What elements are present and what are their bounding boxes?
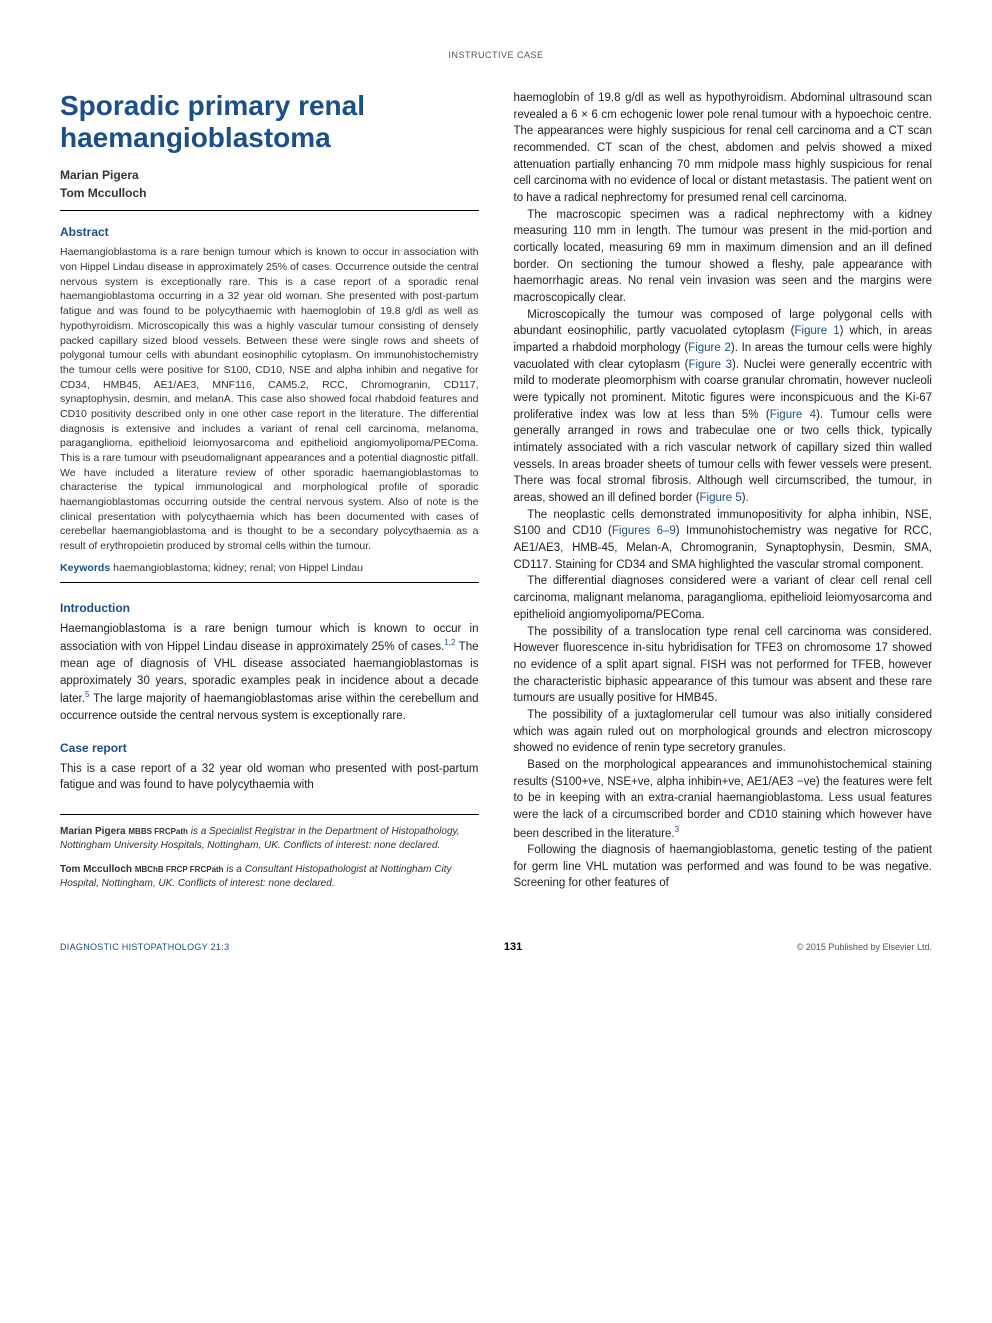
- case-body: This is a case report of a 32 year old w…: [60, 761, 479, 794]
- keywords-values: haemangioblastoma; kidney; renal; von Hi…: [113, 562, 363, 574]
- body-paragraph: The possibility of a juxtaglomerular cel…: [514, 707, 933, 757]
- page-header-label: INSTRUCTIVE CASE: [60, 50, 932, 60]
- citation-link[interactable]: 3: [675, 825, 679, 834]
- body-paragraph: Microscopically the tumour was composed …: [514, 307, 933, 507]
- figure-link[interactable]: Figure 3: [688, 359, 732, 371]
- keywords-line: Keywords haemangioblastoma; kidney; rena…: [60, 562, 479, 574]
- case-report-section: Case report This is a case report of a 3…: [60, 741, 479, 794]
- right-column: haemoglobin of 19.8 g/dl as well as hypo…: [514, 90, 933, 901]
- journal-name: DIAGNOSTIC HISTOPATHOLOGY 21:3: [60, 942, 229, 952]
- page-number: 131: [504, 941, 522, 953]
- intro-body: Haemangioblastoma is a rare benign tumou…: [60, 621, 479, 725]
- body-paragraph: Following the diagnosis of haemangioblas…: [514, 842, 933, 892]
- citation-link[interactable]: 1,2: [444, 638, 455, 647]
- affil-credentials: MBChB FRCP FRCPath: [135, 865, 224, 874]
- body-paragraph: The differential diagnoses considered we…: [514, 573, 933, 623]
- figure-link[interactable]: Figure 5: [700, 492, 742, 504]
- affiliations-block: Marian Pigera MBBS FRCPath is a Speciali…: [60, 814, 479, 891]
- body-paragraph: The possibility of a translocation type …: [514, 624, 933, 707]
- author-name: Tom Mcculloch: [60, 184, 479, 202]
- figure-link[interactable]: Figure 2: [688, 342, 731, 354]
- divider: [60, 210, 479, 211]
- affiliation-entry: Tom Mcculloch MBChB FRCP FRCPath is a Co…: [60, 863, 479, 891]
- intro-text: The large majority of haemangioblastomas…: [60, 693, 479, 722]
- body-text: ). Tumour cells were generally arranged …: [514, 409, 933, 504]
- body-text: ).: [742, 492, 749, 504]
- figure-link[interactable]: Figure 4: [770, 409, 816, 421]
- copyright-text: © 2015 Published by Elsevier Ltd.: [797, 942, 932, 952]
- intro-text: Haemangioblastoma is a rare benign tumou…: [60, 623, 479, 654]
- affiliation-entry: Marian Pigera MBBS FRCPath is a Speciali…: [60, 825, 479, 853]
- case-heading: Case report: [60, 741, 479, 755]
- article-title: Sporadic primary renal haemangioblastoma: [60, 90, 479, 154]
- abstract-heading: Abstract: [60, 225, 479, 239]
- page-footer: DIAGNOSTIC HISTOPATHOLOGY 21:3 131 © 201…: [60, 941, 932, 953]
- affil-name: Marian Pigera: [60, 826, 126, 837]
- body-text: Based on the morphological appearances a…: [514, 759, 933, 840]
- author-name: Marian Pigera: [60, 166, 479, 184]
- figure-link[interactable]: Figure 1: [795, 325, 840, 337]
- case-paragraph: This is a case report of a 32 year old w…: [60, 761, 479, 794]
- divider: [60, 582, 479, 583]
- left-column: Sporadic primary renal haemangioblastoma…: [60, 90, 479, 901]
- introduction-section: Introduction Haemangioblastoma is a rare…: [60, 601, 479, 725]
- body-paragraph: Based on the morphological appearances a…: [514, 757, 933, 842]
- body-paragraph: The macroscopic specimen was a radical n…: [514, 207, 933, 307]
- body-paragraph: haemoglobin of 19.8 g/dl as well as hypo…: [514, 90, 933, 207]
- author-list: Marian Pigera Tom Mcculloch: [60, 166, 479, 202]
- figure-link[interactable]: Figures 6–9: [612, 525, 676, 537]
- body-paragraph: The neoplastic cells demonstrated immuno…: [514, 507, 933, 574]
- affil-name: Tom Mcculloch: [60, 864, 132, 875]
- two-column-layout: Sporadic primary renal haemangioblastoma…: [60, 90, 932, 901]
- intro-heading: Introduction: [60, 601, 479, 615]
- keywords-label: Keywords: [60, 562, 110, 574]
- abstract-text: Haemangioblastoma is a rare benign tumou…: [60, 245, 479, 553]
- affil-credentials: MBBS FRCPath: [128, 827, 188, 836]
